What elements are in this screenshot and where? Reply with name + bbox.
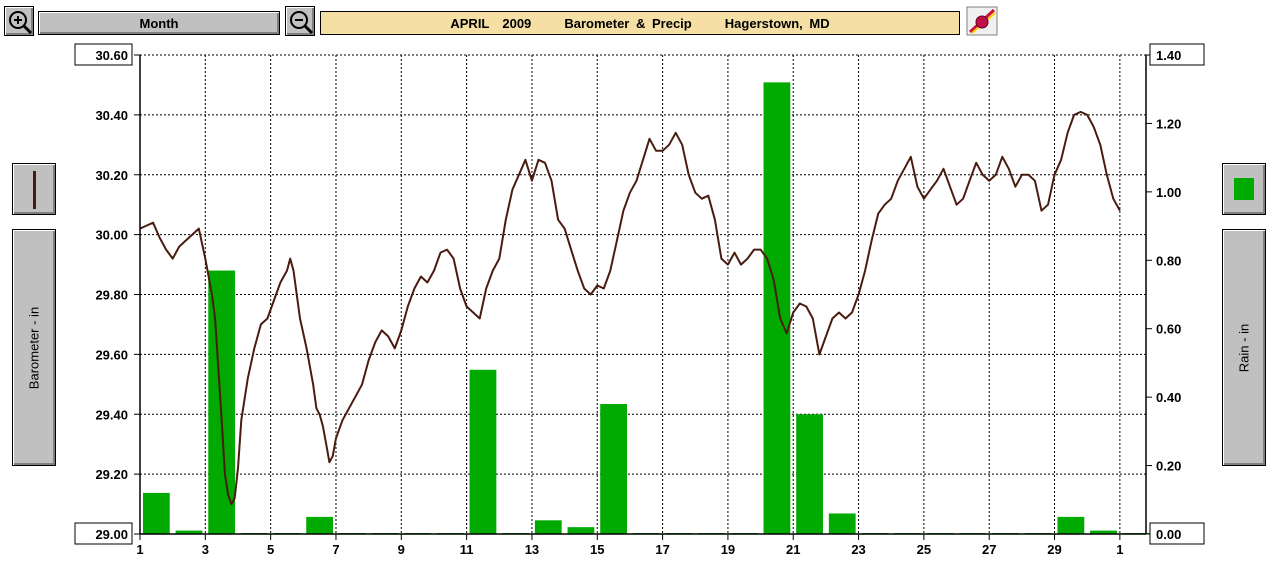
right-y-tick-label: 0.00 (1156, 527, 1181, 542)
left-y-tick-box (74, 522, 133, 545)
x-tick-label: 13 (525, 542, 539, 557)
rain-bar (469, 369, 497, 534)
x-tick-label: 9 (398, 542, 405, 557)
period-label: Month (139, 15, 179, 31)
right-y-tick-label: 1.20 (1156, 116, 1181, 131)
tick-labels: 1 3 5 7 9 11 13 15 17 19 21 23 25 27 29 129.0029.2029.4… (74, 43, 1205, 557)
rain-bars (142, 82, 1150, 534)
rain-bar (208, 270, 236, 534)
rain-bar (828, 513, 856, 534)
rain-bar (1090, 530, 1117, 534)
x-tick-label: 25 (917, 542, 931, 557)
barometer-legend-button[interactable] (12, 163, 56, 215)
x-tick-label: 1 (136, 542, 143, 557)
right-y-tick-label: 0.60 (1156, 322, 1181, 337)
rain-bar (567, 527, 595, 534)
zoom-out-button[interactable] (285, 6, 315, 36)
right-y-tick-label: 0.20 (1156, 459, 1181, 474)
rain-bar (1057, 516, 1085, 534)
x-tick-label: 15 (590, 542, 604, 557)
barometer-legend-swatch (33, 171, 36, 209)
right-y-tick-label: 0.80 (1156, 253, 1181, 268)
chart-title: APRIL 2009 Barometer & Precip Hagerstown… (320, 11, 960, 35)
rain-bar (142, 492, 170, 534)
left-y-tick-label: 29.00 (95, 527, 128, 542)
x-tick-label: 1 (1116, 542, 1123, 557)
barometer-axis-button[interactable]: Barometer - in (12, 229, 56, 466)
right-y-tick-label: 1.40 (1156, 48, 1181, 63)
right-y-tick-label: 0.40 (1156, 390, 1181, 405)
x-tick-label: 19 (721, 542, 735, 557)
left-y-tick-label: 30.40 (95, 108, 128, 123)
left-y-tick-label: 29.40 (95, 407, 128, 422)
left-y-tick-label: 30.00 (95, 228, 128, 243)
barometer-line (139, 110, 1121, 506)
rain-legend-button[interactable] (1222, 163, 1266, 215)
magnifier-plus-icon (9, 11, 33, 35)
x-tick-label: 11 (460, 542, 474, 557)
print-button[interactable] (966, 6, 998, 36)
left-y-tick-label: 29.60 (95, 347, 128, 362)
rain-axis-button[interactable]: Rain - in (1222, 229, 1266, 466)
x-tick-label: 21 (786, 542, 800, 557)
right-y-tick-label: 1.00 (1156, 185, 1181, 200)
rain-bar (306, 516, 334, 534)
axes (134, 54, 1152, 540)
rain-bar (763, 82, 791, 534)
rain-bar (534, 520, 562, 534)
barometer-line-group (139, 110, 1121, 506)
x-tick-label: 5 (267, 542, 274, 557)
right-y-tick-box (1149, 522, 1205, 545)
grid (140, 54, 1146, 534)
left-y-tick-label: 30.60 (95, 48, 128, 63)
zoom-in-button[interactable] (4, 6, 34, 36)
magnifier-minus-icon (290, 11, 314, 35)
printer-icon (966, 6, 998, 36)
period-button[interactable]: Month (38, 11, 280, 35)
left-y-tick-box (74, 43, 133, 66)
left-y-tick-label: 29.20 (95, 467, 128, 482)
left-y-tick-label: 30.20 (95, 168, 128, 183)
left-y-tick-label: 29.80 (95, 288, 128, 303)
rain-bar (796, 414, 823, 534)
right-y-tick-box (1149, 43, 1205, 66)
rain-bar (600, 403, 627, 534)
x-tick-label: 23 (851, 542, 865, 557)
rain-bar (175, 530, 203, 534)
x-tick-label: 7 (332, 542, 339, 557)
rain-legend-swatch (1234, 178, 1254, 200)
x-tick-label: 17 (655, 542, 669, 557)
x-tick-label: 3 (202, 542, 209, 557)
x-tick-label: 29 (1047, 542, 1061, 557)
x-tick-label: 27 (982, 542, 996, 557)
